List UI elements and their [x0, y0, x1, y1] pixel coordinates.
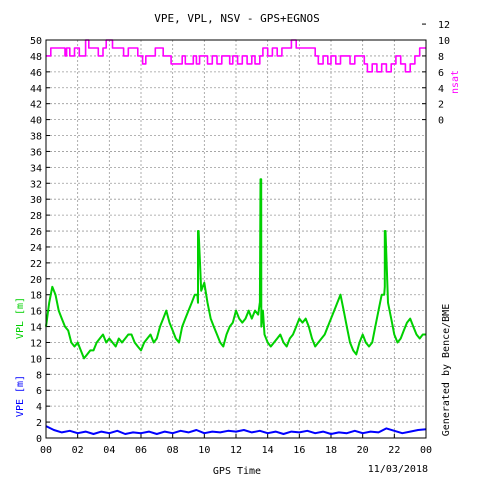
- x-tick-label: 02: [72, 445, 84, 456]
- plot-frame: [45, 39, 427, 439]
- grid-layer: [46, 40, 426, 438]
- right-tick-label: 12: [438, 20, 450, 31]
- right-tick-label: 10: [438, 36, 450, 47]
- left-tick-label: 16: [30, 307, 42, 318]
- left-tick-label: 42: [30, 100, 42, 111]
- chart-title: VPE, VPL, NSV - GPS+EGNOS: [154, 12, 320, 25]
- left-tick-label: 8: [36, 370, 42, 381]
- left-axis-label-vpe: VPE [m]: [15, 375, 26, 417]
- x-tick-label: 16: [293, 445, 305, 456]
- right-tick-label: 4: [438, 84, 444, 95]
- left-tick-label: 18: [30, 291, 42, 302]
- left-tick-label: 12: [30, 338, 42, 349]
- x-tick-label: 18: [325, 445, 337, 456]
- left-tick-label: 22: [30, 259, 42, 270]
- left-tick-label: 28: [30, 211, 42, 222]
- left-tick-label: 30: [30, 195, 42, 206]
- x-tick-label: 08: [167, 445, 179, 456]
- right-tick-label: 6: [438, 68, 444, 79]
- left-tick-label: 40: [30, 116, 42, 127]
- right-tick-label: 0: [438, 116, 444, 127]
- x-tick-label: 20: [357, 445, 369, 456]
- right-tick-label: 8: [438, 52, 444, 63]
- left-tick-label: 4: [36, 402, 42, 413]
- x-axis-ticks: 00 02 04 06 08 10 12 14 16 18 20 22 00: [40, 434, 432, 456]
- left-tick-label: 14: [30, 323, 42, 334]
- right-axis-label-nsat: nsat: [450, 70, 461, 94]
- x-tick-label: 14: [262, 445, 274, 456]
- series-line-vpl: [45, 178, 426, 360]
- x-tick-label: 04: [103, 445, 115, 456]
- left-tick-label: 38: [30, 132, 42, 143]
- x-tick-label: 10: [198, 445, 210, 456]
- left-tick-label: 32: [30, 179, 42, 190]
- left-tick-label: 2: [36, 418, 42, 429]
- left-tick-label: 48: [30, 52, 42, 63]
- left-tick-label: 46: [30, 68, 42, 79]
- side-credit: Generated by Bence/BME: [441, 304, 452, 436]
- left-tick-label: 26: [30, 227, 42, 238]
- left-tick-label: 6: [36, 386, 42, 397]
- series-line-vpe: [45, 425, 427, 435]
- x-tick-label: 06: [135, 445, 147, 456]
- left-tick-label: 44: [30, 84, 42, 95]
- date-label: 11/03/2018: [368, 464, 428, 475]
- left-tick-label: 10: [30, 354, 42, 365]
- x-tick-label: 22: [388, 445, 400, 456]
- x-tick-label: 00: [420, 445, 432, 456]
- left-tick-label: 0: [36, 434, 42, 445]
- left-tick-label: 20: [30, 275, 42, 286]
- right-tick-label: 2: [438, 100, 444, 111]
- left-tick-label: 34: [30, 163, 42, 174]
- x-tick-label: 12: [230, 445, 242, 456]
- left-tick-label: 50: [30, 36, 42, 47]
- x-tick-label: 00: [40, 445, 52, 456]
- left-tick-label: 24: [30, 243, 42, 254]
- x-axis-label: GPS Time: [213, 466, 261, 477]
- left-axis-ticks: 0246810121416182022242628303234363840424…: [30, 36, 50, 445]
- left-tick-label: 36: [30, 147, 42, 158]
- left-axis-label-vpl: VPL [m]: [15, 297, 26, 339]
